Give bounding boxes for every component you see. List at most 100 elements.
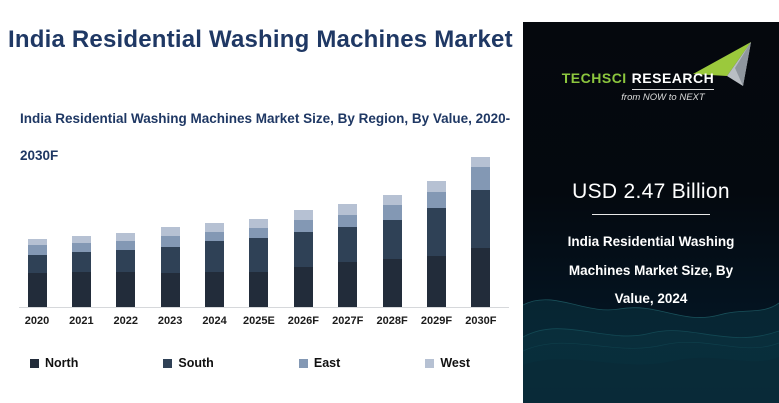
bar-segment-east bbox=[427, 192, 447, 208]
bar-segment-east bbox=[116, 241, 136, 250]
bar-2021 bbox=[63, 155, 99, 307]
bar-2028F bbox=[374, 155, 410, 307]
bar-segment-south bbox=[249, 238, 269, 272]
bar-segment-west bbox=[160, 227, 180, 236]
wave-decoration bbox=[523, 299, 779, 403]
x-tick-label: 2025E bbox=[243, 315, 275, 327]
bar-segment-north bbox=[471, 248, 491, 307]
bar-segment-west bbox=[382, 195, 402, 205]
bar-2029F bbox=[419, 155, 455, 307]
x-tick-label: 2029F bbox=[420, 315, 453, 327]
bar-segment-north bbox=[249, 272, 269, 307]
bar-segment-south bbox=[293, 232, 313, 267]
bar-stack bbox=[471, 157, 491, 307]
x-tick-label: 2027F bbox=[332, 315, 364, 327]
x-axis-labels: 2020 2021 2022 2023 2024 2025E 2026F 2027F 2028F… bbox=[19, 315, 499, 327]
bar-stack bbox=[293, 210, 313, 307]
bar-segment-north bbox=[116, 272, 136, 307]
x-tick-label: 2028F bbox=[376, 315, 408, 327]
bar-segment-north bbox=[205, 272, 225, 307]
x-tick-label: 2020 bbox=[24, 315, 50, 327]
bar-stack bbox=[116, 233, 136, 307]
bar-segment-north bbox=[293, 267, 313, 307]
bar-segment-east bbox=[160, 236, 180, 247]
bar-stack bbox=[249, 219, 269, 307]
x-tick-label: 2022 bbox=[113, 315, 139, 327]
x-tick-label: 2023 bbox=[157, 315, 183, 327]
legend-label: South bbox=[178, 356, 214, 370]
bar-2023 bbox=[152, 155, 188, 307]
x-tick-label: 2026F bbox=[287, 315, 319, 327]
bar-segment-south bbox=[71, 252, 91, 272]
x-tick-label: 2030F bbox=[465, 315, 497, 327]
highlight-divider bbox=[592, 214, 710, 215]
highlight-caption-line-3: Value, 2024 bbox=[614, 291, 688, 306]
bars-row bbox=[19, 155, 499, 307]
x-tick-label: 2021 bbox=[69, 315, 94, 327]
highlight-caption: India Residential Washing Machines Marke… bbox=[523, 228, 779, 314]
bar-segment-south bbox=[160, 247, 180, 273]
bar-2025E bbox=[241, 155, 277, 307]
bar-segment-south bbox=[205, 241, 225, 272]
stacked-bar-chart: 2020 2021 2022 2023 2024 2025E 2026F 2027F 2028F… bbox=[19, 155, 509, 330]
legend-item-south: South bbox=[163, 356, 214, 370]
bar-2022 bbox=[108, 155, 144, 307]
logo-wordmark: TechSci Research bbox=[523, 70, 753, 90]
highlight-value: USD 2.47 Billion bbox=[572, 180, 730, 203]
page-title: India Residential Washing Machines Marke… bbox=[8, 26, 513, 53]
chart-subtitle: India Residential Washing Machines Marke… bbox=[20, 100, 515, 174]
legend-label: East bbox=[313, 356, 341, 370]
highlight-caption-line-1: India Residential Washing bbox=[567, 234, 735, 249]
bar-segment-east bbox=[71, 243, 91, 252]
bar-segment-south bbox=[27, 255, 47, 273]
bar-segment-south bbox=[382, 220, 402, 259]
bar-segment-north bbox=[71, 272, 91, 307]
bar-segment-north bbox=[382, 259, 402, 307]
chart-subtitle-line-2: 2030F bbox=[20, 148, 59, 163]
bar-segment-west bbox=[71, 236, 91, 243]
bar-segment-south bbox=[116, 250, 136, 272]
bar-segment-west bbox=[293, 210, 313, 220]
x-tick-label: 2024 bbox=[202, 315, 227, 327]
bar-segment-east bbox=[338, 215, 358, 227]
bar-stack bbox=[160, 227, 180, 307]
bar-segment-west bbox=[471, 157, 491, 167]
bar-segment-west bbox=[205, 223, 225, 232]
highlight-caption-line-2: Machines Market Size, By bbox=[568, 262, 734, 278]
legend-item-north: North bbox=[30, 356, 78, 370]
bar-stack bbox=[382, 195, 402, 307]
bar-segment-west bbox=[249, 219, 269, 228]
bar-segment-west bbox=[27, 239, 47, 245]
brand-panel: TechSci Research from NOW to NEXT USD 2.… bbox=[523, 22, 779, 403]
bar-segment-east bbox=[471, 167, 491, 190]
bar-stack bbox=[71, 236, 91, 307]
bar-segment-south bbox=[427, 208, 447, 256]
bar-segment-east bbox=[293, 220, 313, 232]
bar-segment-east bbox=[205, 232, 225, 241]
legend-swatch-icon bbox=[425, 358, 435, 368]
bar-segment-north bbox=[27, 273, 47, 307]
bar-2020 bbox=[19, 155, 55, 307]
chart-panel: India Residential Washing Machines Marke… bbox=[8, 26, 515, 370]
bar-stack bbox=[338, 204, 358, 307]
bar-2027F bbox=[330, 155, 366, 307]
logo-brand-part1: TechSci bbox=[561, 70, 627, 86]
bar-segment-north bbox=[160, 273, 180, 307]
bar-segment-south bbox=[471, 190, 491, 248]
legend-swatch-icon bbox=[163, 358, 173, 368]
bar-stack bbox=[427, 181, 447, 307]
bar-segment-west bbox=[338, 204, 358, 215]
bar-segment-west bbox=[116, 233, 136, 241]
bar-stack bbox=[205, 223, 225, 307]
bar-segment-south bbox=[338, 227, 358, 262]
bar-segment-east bbox=[249, 228, 269, 238]
legend-swatch-icon bbox=[30, 358, 39, 368]
legend-item-west: West bbox=[425, 356, 470, 370]
legend-label: North bbox=[45, 356, 79, 370]
legend-label: West bbox=[440, 356, 470, 370]
legend-item-east: East bbox=[298, 356, 341, 370]
chart-legend: North South East West bbox=[30, 356, 470, 370]
x-axis-line bbox=[19, 307, 509, 308]
techsci-logo: TechSci Research from NOW to NEXT bbox=[523, 36, 779, 126]
